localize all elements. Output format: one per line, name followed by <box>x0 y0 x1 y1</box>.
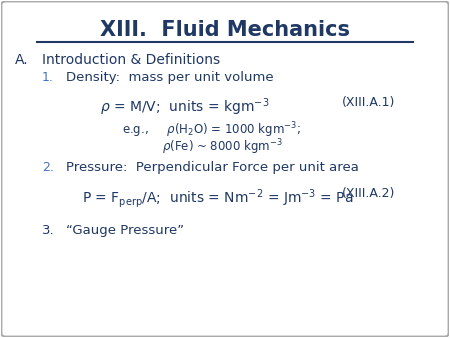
Text: (XIII.A.1): (XIII.A.1) <box>342 96 395 109</box>
Text: $\rho$ = M/V;  units = kgm$^{-3}$: $\rho$ = M/V; units = kgm$^{-3}$ <box>100 96 269 118</box>
Text: XIII.  Fluid Mechanics: XIII. Fluid Mechanics <box>100 20 350 40</box>
Text: Pressure:  Perpendicular Force per unit area: Pressure: Perpendicular Force per unit a… <box>66 161 359 174</box>
Text: 1.: 1. <box>42 71 54 84</box>
Text: e.g.,     $\rho$(H$_2$O) = 1000 kgm$^{-3}$;: e.g., $\rho$(H$_2$O) = 1000 kgm$^{-3}$; <box>122 120 301 140</box>
Text: Density:  mass per unit volume: Density: mass per unit volume <box>66 71 274 84</box>
Text: “Gauge Pressure”: “Gauge Pressure” <box>66 224 184 237</box>
Text: 3.: 3. <box>42 224 54 237</box>
Text: $\rho$(Fe) ~ 8000 kgm$^{-3}$: $\rho$(Fe) ~ 8000 kgm$^{-3}$ <box>162 137 283 157</box>
Text: P = F$_{\mathrm{perp}}$/A;  units = Nm$^{-2}$ = Jm$^{-3}$ = Pa: P = F$_{\mathrm{perp}}$/A; units = Nm$^{… <box>82 188 354 210</box>
Text: 2.: 2. <box>42 161 54 174</box>
Text: A.: A. <box>15 53 28 67</box>
Text: (XIII.A.2): (XIII.A.2) <box>342 188 395 200</box>
Text: Introduction & Definitions: Introduction & Definitions <box>42 53 220 67</box>
